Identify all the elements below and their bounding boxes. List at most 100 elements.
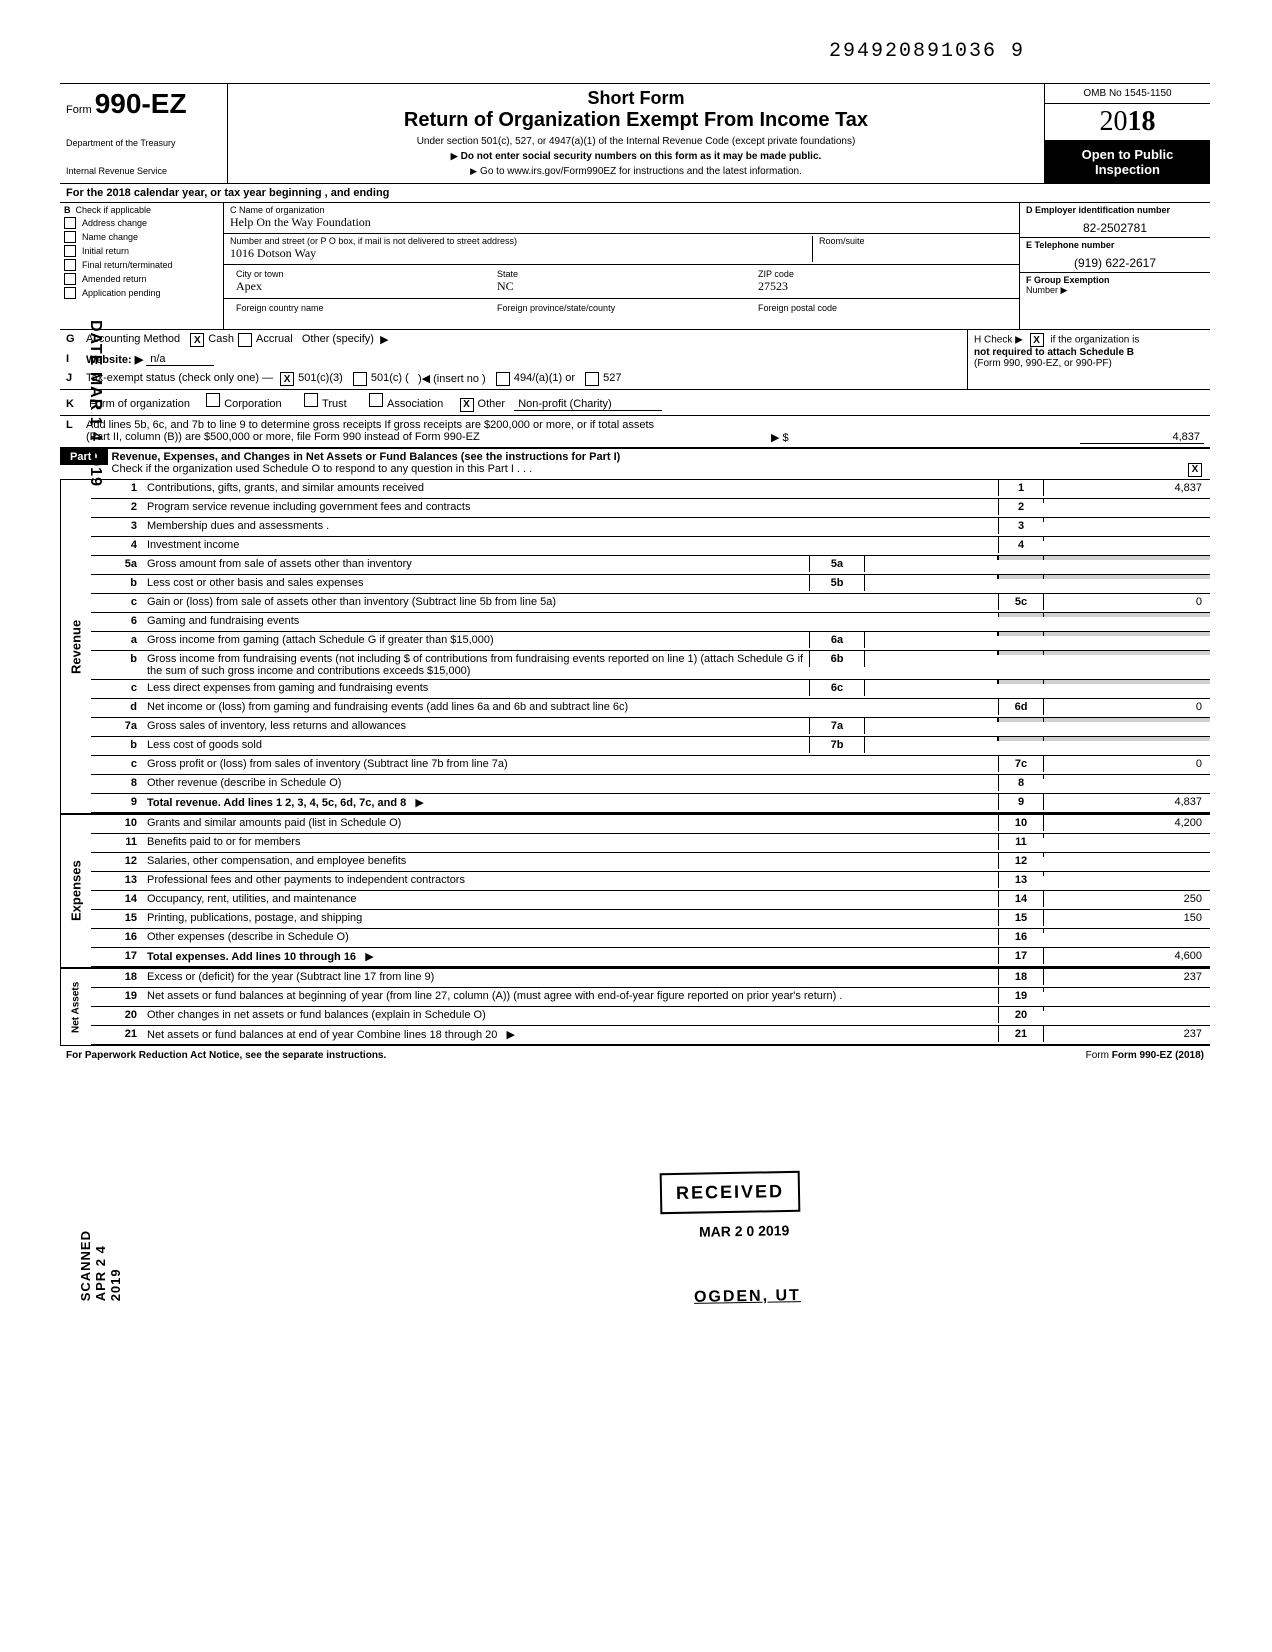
other-org-value: Non-profit (Charity) [514,398,662,411]
form-header: Form 990-EZ Department of the Treasury I… [60,83,1210,184]
line-amount[interactable]: 237 [1043,1026,1210,1042]
line-mid-value[interactable] [865,737,998,741]
line-number: 4 [91,537,143,553]
line-number: c [91,680,143,696]
row-k-label: K [66,398,86,410]
row-g-label: G [66,333,86,347]
cb-final-return[interactable] [64,259,76,271]
line-amount[interactable] [1043,988,1210,992]
line-mid-box: 7b [809,737,865,753]
subtitle-1: Under section 501(c), 527, or 4947(a)(1)… [238,136,1034,147]
line-number: b [91,651,143,667]
line-description: Contributions, gifts, grants, and simila… [143,480,998,496]
line-number: 16 [91,929,143,945]
line-description: Other expenses (describe in Schedule O) [143,929,998,945]
line-description: Program service revenue including govern… [143,499,998,515]
line-box-shade [998,718,1043,722]
line-amount[interactable] [1043,537,1210,541]
cb-association[interactable] [369,393,383,407]
lbl-address-change: Address change [82,218,147,228]
line-amount[interactable]: 4,837 [1043,794,1210,810]
line-mid-value[interactable] [865,575,998,579]
line-amt-shade [1043,737,1210,741]
stamp-ogden: OGDEN, UT [680,1279,815,1315]
city-label: City or town [236,269,485,279]
line-box-shade [998,680,1043,684]
line-mid-value[interactable] [865,718,998,722]
line-box: 4 [998,537,1043,553]
cb-amended-return[interactable] [64,273,76,285]
cb-cash[interactable]: X [190,333,204,347]
row-h-text3: not required to attach Schedule B [974,347,1204,358]
line-number: 5a [91,556,143,572]
line-amount[interactable] [1043,834,1210,838]
year-prefix: 20 [1100,106,1128,137]
cb-accrual[interactable] [238,333,252,347]
line-number: 13 [91,872,143,888]
line-amount[interactable] [1043,853,1210,857]
cb-schedule-b[interactable]: X [1030,333,1044,347]
cb-initial-return[interactable] [64,245,76,257]
line-amount[interactable]: 250 [1043,891,1210,907]
line-amount[interactable]: 0 [1043,699,1210,715]
row-i-label: I [66,353,86,366]
lbl-amended-return: Amended return [82,274,147,284]
footer-form-id: Form Form 990-EZ (2018) [1086,1050,1204,1061]
cb-4947[interactable] [496,372,510,386]
line-amount[interactable]: 0 [1043,756,1210,772]
line-mid-value[interactable] [865,632,998,636]
line-amount[interactable]: 0 [1043,594,1210,610]
year-bold: 18 [1128,106,1156,137]
date-stamp-side: DATE MAR 1 4 2019 [86,320,104,487]
cb-corporation[interactable] [206,393,220,407]
street-label: Number and street (or P O box, if mail i… [230,236,812,246]
line-number: 15 [91,910,143,926]
cb-other-org[interactable]: X [460,398,474,412]
line-amt-shade [1043,632,1210,636]
line-number: 10 [91,815,143,831]
line-mid-box: 6c [809,680,865,696]
line-mid-value[interactable] [865,651,998,655]
line-amount[interactable] [1043,775,1210,779]
cb-527[interactable] [585,372,599,386]
document-id: 294920891036 9 [60,40,1210,63]
line-amount[interactable]: 237 [1043,969,1210,985]
line-amount[interactable] [1043,872,1210,876]
lbl-initial-return: Initial return [82,246,129,256]
form-number: 990-EZ [95,88,187,119]
row-j-label: J [66,372,86,386]
line-number: 19 [91,988,143,1004]
line-description: Gross income from fundraising events (no… [143,651,809,679]
room-label: Room/suite [819,236,1013,246]
cb-trust[interactable] [304,393,318,407]
part1-subtitle: Check if the organization used Schedule … [112,463,533,477]
line-amt-shade [1043,680,1210,684]
cb-address-change[interactable] [64,217,76,229]
cb-application-pending[interactable] [64,287,76,299]
line-description: Benefits paid to or for members [143,834,998,850]
line-box: 10 [998,815,1043,831]
line-description: Net assets or fund balances at beginning… [143,988,998,1004]
form-of-org-label: Form of organization [89,398,190,410]
line-amount[interactable] [1043,499,1210,503]
line-mid-value[interactable] [865,556,998,560]
line-amount[interactable]: 4,600 [1043,948,1210,964]
title-main: Return of Organization Exempt From Incom… [238,109,1034,132]
line-mid-box: 7a [809,718,865,734]
cb-schedule-o[interactable]: X [1188,463,1202,477]
cb-501c3[interactable]: X [280,372,294,386]
line-amount[interactable]: 4,837 [1043,480,1210,496]
line-amount[interactable] [1043,518,1210,522]
cb-501c[interactable] [353,372,367,386]
line-amount[interactable] [1043,1007,1210,1011]
line-amount[interactable]: 150 [1043,910,1210,926]
part1-title: Revenue, Expenses, and Changes in Net As… [112,451,1206,463]
stamp-received-date: MAR 2 0 2019 [685,1214,804,1248]
line-amount[interactable]: 4,200 [1043,815,1210,831]
cb-name-change[interactable] [64,231,76,243]
dept-irs: Internal Revenue Service [66,166,221,176]
line-mid-value[interactable] [865,680,998,684]
lbl-501c3: 501(c)(3) [298,372,343,386]
line-amount[interactable] [1043,929,1210,933]
line-box: 18 [998,969,1043,985]
